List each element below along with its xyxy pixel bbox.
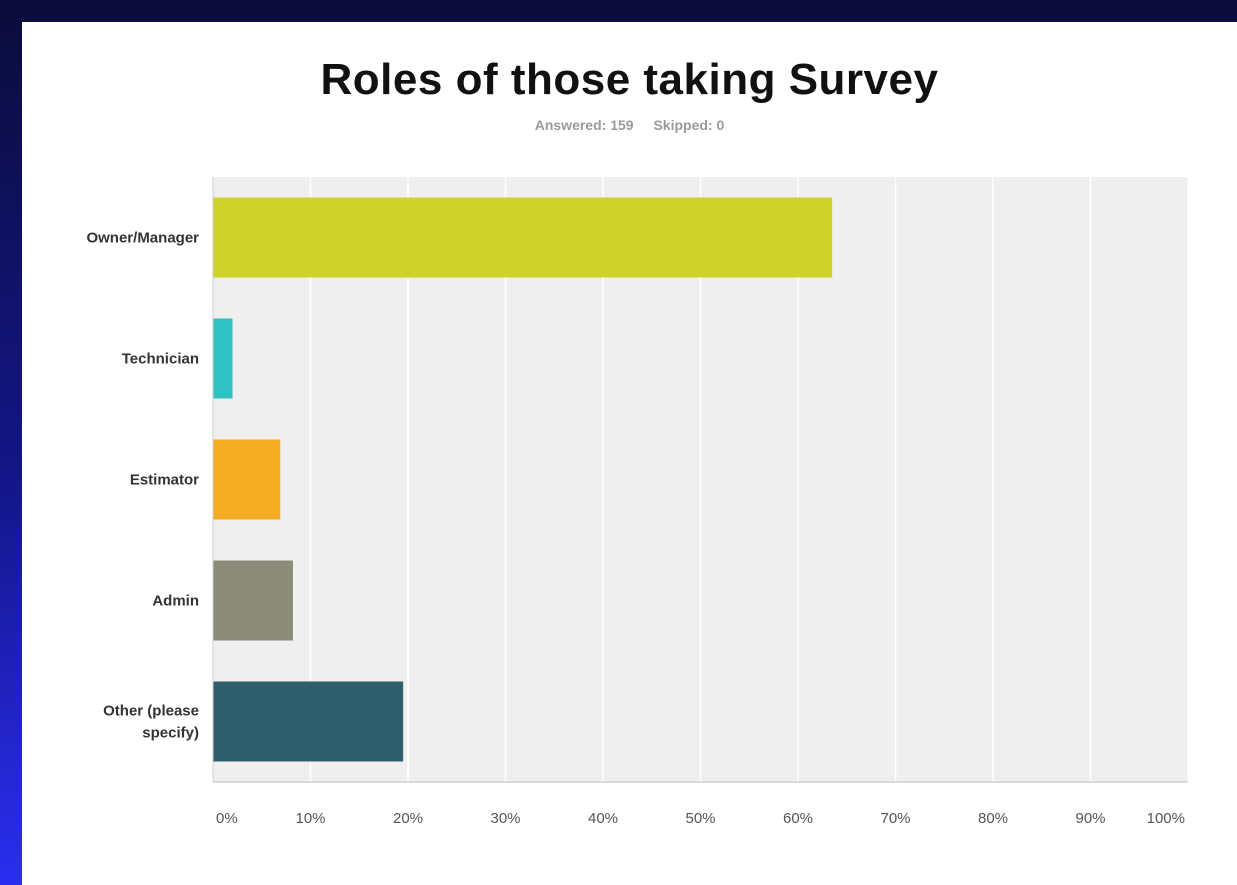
skipped-count: Skipped: 0 (653, 117, 725, 133)
category-label: Owner/Manager (86, 230, 199, 247)
category-label: Other (please (103, 703, 199, 720)
category-label: Technician (122, 351, 199, 368)
slide: Roles of those taking Survey Answered: 1… (22, 22, 1237, 885)
category-label: Admin (152, 593, 199, 610)
x-tick-label: 90% (1075, 810, 1105, 827)
x-tick-label: 10% (295, 810, 325, 827)
x-tick-label: 80% (978, 810, 1008, 827)
x-tick-label: 50% (685, 810, 715, 827)
x-tick-label: 30% (490, 810, 520, 827)
category-label: Estimator (130, 472, 199, 489)
x-tick-label: 20% (393, 810, 423, 827)
x-tick-label: 40% (588, 810, 618, 827)
response-summary: Answered: 159 Skipped: 0 (22, 117, 1237, 133)
bar (213, 197, 833, 278)
x-tick-label: 0% (216, 810, 238, 827)
category-label: specify) (142, 725, 199, 742)
bar (213, 439, 281, 520)
bar (213, 560, 293, 641)
bar (213, 681, 404, 762)
bar (213, 318, 233, 399)
x-tick-label: 100% (1147, 810, 1185, 827)
bar-chart: Owner/Manager Technician Estimator Admin Oth… (86, 177, 1189, 827)
answered-count: Answered: 159 (534, 117, 634, 133)
x-tick-label: 60% (783, 810, 813, 827)
x-tick-label: 70% (880, 810, 910, 827)
chart-title: Roles of those taking Survey (320, 55, 939, 104)
